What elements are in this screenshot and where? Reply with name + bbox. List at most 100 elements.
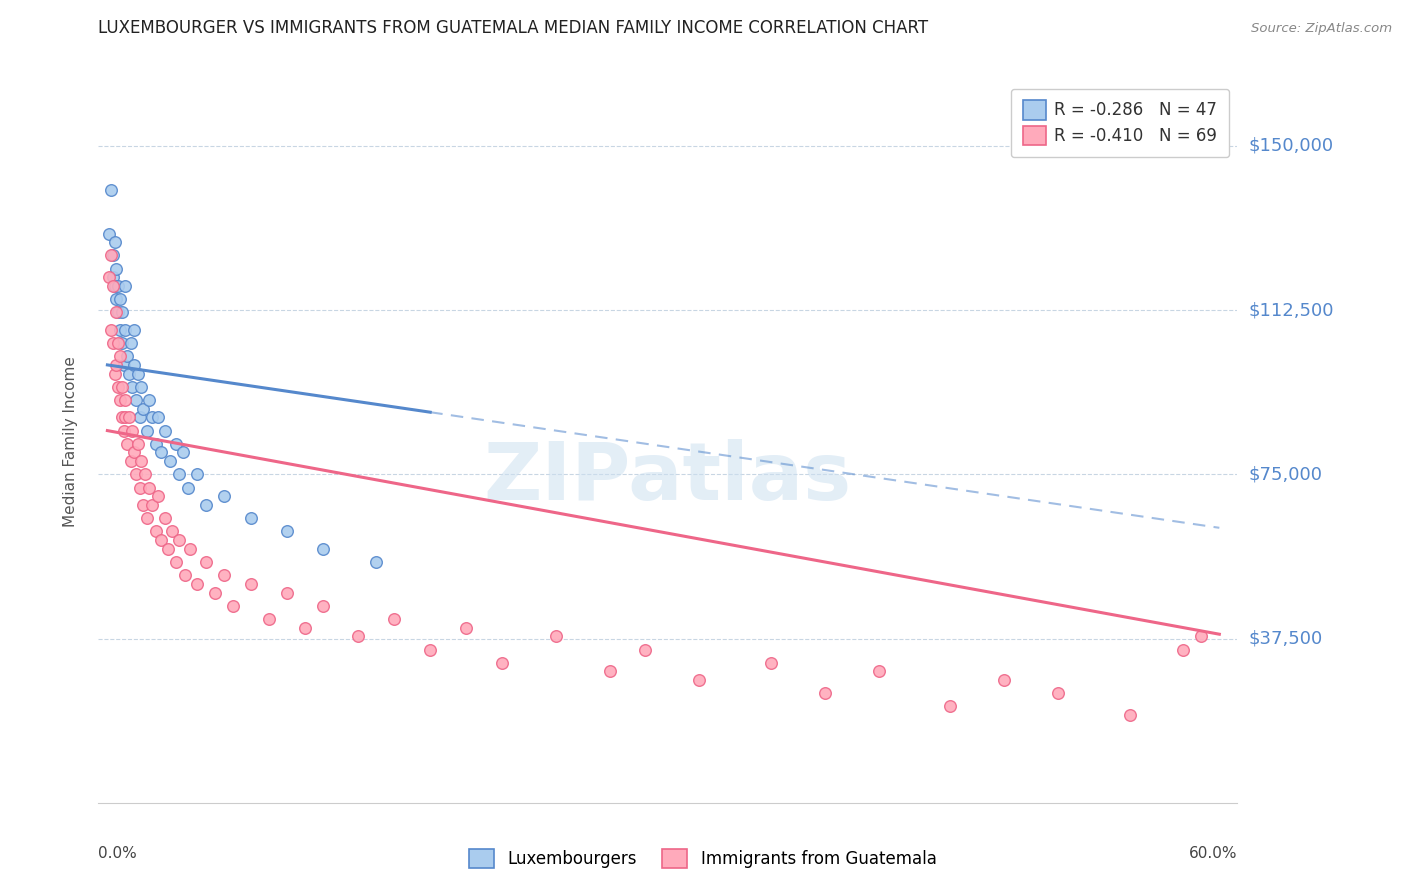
Point	[868, 665, 890, 679]
Point	[103, 279, 125, 293]
Point	[239, 511, 262, 525]
Point	[157, 541, 180, 556]
Point	[100, 183, 122, 197]
Point	[107, 336, 129, 351]
Point	[276, 524, 298, 539]
Text: Source: ZipAtlas.com: Source: ZipAtlas.com	[1251, 22, 1392, 36]
Point	[165, 436, 187, 450]
Point	[1189, 629, 1212, 643]
Point	[294, 621, 316, 635]
Point	[195, 555, 218, 569]
Point	[105, 292, 128, 306]
Point	[212, 489, 235, 503]
Point	[153, 424, 176, 438]
Point	[759, 656, 782, 670]
Point	[108, 349, 131, 363]
Point	[108, 323, 131, 337]
Point	[112, 424, 135, 438]
Point	[114, 323, 136, 337]
Point	[101, 270, 124, 285]
Point	[101, 248, 124, 262]
Text: $37,500: $37,500	[1249, 630, 1323, 648]
Point	[366, 555, 388, 569]
Text: $150,000: $150,000	[1249, 137, 1333, 155]
Point	[257, 612, 280, 626]
Point	[115, 436, 138, 450]
Point	[131, 380, 153, 394]
Point	[165, 555, 187, 569]
Point	[121, 424, 143, 438]
Point	[111, 336, 134, 351]
Text: $112,500: $112,500	[1249, 301, 1334, 319]
Point	[107, 279, 129, 293]
Point	[111, 380, 134, 394]
Text: $75,000: $75,000	[1249, 466, 1323, 483]
Point	[115, 349, 138, 363]
Point	[146, 489, 169, 503]
Point	[276, 585, 298, 599]
Point	[132, 498, 155, 512]
Point	[186, 467, 208, 482]
Point	[204, 585, 226, 599]
Point	[814, 686, 837, 700]
Point	[105, 261, 128, 276]
Point	[141, 410, 163, 425]
Point	[108, 292, 131, 306]
Point	[127, 367, 149, 381]
Point	[98, 227, 121, 241]
Legend: R = -0.286   N = 47, R = -0.410   N = 69: R = -0.286 N = 47, R = -0.410 N = 69	[1011, 88, 1229, 157]
Point	[107, 305, 129, 319]
Point	[100, 248, 122, 262]
Text: 0.0%: 0.0%	[98, 847, 138, 861]
Point	[212, 568, 235, 582]
Point	[311, 541, 333, 556]
Point	[103, 367, 125, 381]
Point	[98, 270, 121, 285]
Point	[150, 533, 173, 547]
Point	[179, 541, 201, 556]
Point	[121, 380, 143, 394]
Point	[153, 511, 176, 525]
Point	[111, 410, 134, 425]
Point	[108, 392, 131, 407]
Point	[120, 336, 142, 351]
Point	[124, 323, 146, 337]
Point	[125, 467, 148, 482]
Point	[145, 436, 167, 450]
Point	[222, 599, 245, 613]
Legend: Luxembourgers, Immigrants from Guatemala: Luxembourgers, Immigrants from Guatemala	[463, 842, 943, 875]
Point	[128, 410, 150, 425]
Point	[688, 673, 710, 688]
Point	[993, 673, 1015, 688]
Point	[167, 467, 190, 482]
Point	[186, 577, 208, 591]
Point	[347, 629, 370, 643]
Point	[939, 699, 962, 714]
Point	[1173, 642, 1195, 657]
Point	[1118, 708, 1140, 723]
Point	[491, 656, 513, 670]
Text: LUXEMBOURGER VS IMMIGRANTS FROM GUATEMALA MEDIAN FAMILY INCOME CORRELATION CHART: LUXEMBOURGER VS IMMIGRANTS FROM GUATEMAL…	[98, 19, 928, 37]
Point	[173, 568, 195, 582]
Point	[107, 380, 129, 394]
Point	[105, 358, 128, 372]
Point	[150, 445, 173, 459]
Point	[138, 481, 160, 495]
Point	[160, 524, 183, 539]
Point	[419, 642, 441, 657]
Point	[125, 392, 148, 407]
Point	[118, 367, 141, 381]
Point	[167, 533, 190, 547]
Point	[134, 467, 156, 482]
Point	[177, 481, 200, 495]
Point	[111, 305, 134, 319]
Point	[131, 454, 153, 468]
Point	[159, 454, 181, 468]
Point	[120, 454, 142, 468]
Text: ZIPatlas: ZIPatlas	[484, 439, 852, 516]
Point	[544, 629, 567, 643]
Point	[118, 410, 141, 425]
Point	[138, 392, 160, 407]
Point	[599, 665, 621, 679]
Point	[114, 279, 136, 293]
